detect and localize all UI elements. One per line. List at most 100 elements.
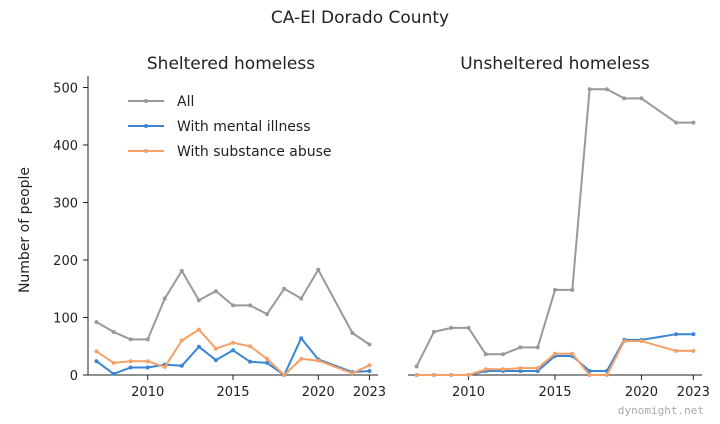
data-point <box>570 287 575 292</box>
y-tick-label: 200 <box>53 254 78 269</box>
data-point <box>248 303 253 308</box>
data-point <box>639 339 644 344</box>
data-point <box>535 366 540 371</box>
legend-label: With mental illness <box>177 119 311 135</box>
data-point <box>639 96 644 101</box>
data-point <box>691 332 696 337</box>
data-point <box>179 268 184 273</box>
data-point <box>587 369 592 373</box>
panel-title: Sheltered homeless <box>147 54 315 74</box>
data-point <box>111 371 116 376</box>
data-point <box>367 342 372 347</box>
data-point <box>213 358 218 363</box>
data-point <box>674 120 679 125</box>
data-point <box>449 373 454 377</box>
y-tick-label: 500 <box>53 82 78 97</box>
data-point <box>282 286 287 291</box>
data-point <box>231 340 235 345</box>
data-point <box>231 303 235 308</box>
data-point <box>553 287 557 292</box>
legend-marker <box>144 149 148 153</box>
data-point <box>691 120 696 125</box>
y-tick-label: 100 <box>53 312 78 327</box>
data-point <box>622 96 627 101</box>
data-point <box>145 365 150 370</box>
data-point <box>350 371 355 376</box>
data-point <box>553 351 557 356</box>
data-point <box>367 363 372 368</box>
data-point <box>674 348 679 353</box>
series-line-all <box>415 88 694 367</box>
series-line-with-mental-illness <box>95 337 370 376</box>
y-tick-label: 300 <box>53 197 78 212</box>
data-point <box>196 298 201 303</box>
figure-title: CA-El Dorado County <box>271 8 449 28</box>
x-tick-label: 2020 <box>302 385 335 400</box>
data-point <box>162 364 167 369</box>
series-all <box>414 87 696 369</box>
data-point <box>501 352 506 357</box>
data-point <box>466 373 471 377</box>
data-point <box>128 365 133 370</box>
data-point <box>213 289 218 294</box>
series-with-substance-abuse <box>414 339 696 377</box>
data-point <box>414 373 419 377</box>
data-point <box>449 325 454 330</box>
data-point <box>299 356 304 361</box>
data-point <box>431 329 436 334</box>
legend-label: All <box>177 94 194 110</box>
data-point <box>299 296 304 301</box>
x-tick-label: 2015 <box>538 385 571 400</box>
data-point <box>94 359 99 364</box>
data-point <box>622 339 627 344</box>
data-point <box>535 369 540 373</box>
x-tick-label: 2010 <box>452 385 485 400</box>
data-point <box>587 373 592 377</box>
data-point <box>111 360 116 365</box>
data-point <box>604 373 609 377</box>
data-point <box>145 359 150 364</box>
legend-item: With substance abuse <box>128 144 332 160</box>
data-point <box>483 367 488 372</box>
data-point <box>248 359 253 364</box>
panel-title: Unsheltered homeless <box>460 54 650 74</box>
y-tick-label: 400 <box>53 139 78 154</box>
data-point <box>604 87 609 92</box>
x-tick-label: 2023 <box>677 385 710 400</box>
data-point <box>367 369 372 373</box>
series-line-with-substance-abuse <box>95 328 370 376</box>
data-point <box>128 337 133 342</box>
data-point <box>128 359 133 364</box>
y-axis-label: Number of people <box>17 167 33 293</box>
data-point <box>483 352 488 357</box>
data-point <box>162 296 167 301</box>
legend-item: All <box>128 94 194 110</box>
data-point <box>570 351 575 356</box>
data-point <box>248 344 253 349</box>
data-point <box>179 363 184 368</box>
data-point <box>350 331 355 335</box>
data-point <box>231 348 235 353</box>
data-point <box>535 345 540 350</box>
data-point <box>94 349 99 354</box>
data-point <box>282 373 287 377</box>
x-tick-label: 2010 <box>131 385 164 400</box>
data-point <box>414 364 419 369</box>
data-point <box>691 348 696 353</box>
data-point <box>501 367 506 372</box>
data-point <box>196 327 201 332</box>
data-point <box>265 312 270 317</box>
data-point <box>518 366 523 371</box>
y-tick-label: 0 <box>70 369 78 384</box>
data-point <box>316 267 321 272</box>
legend-label: With substance abuse <box>177 144 332 160</box>
data-point <box>518 345 523 350</box>
x-tick-label: 2015 <box>216 385 249 400</box>
series-with-substance-abuse <box>94 327 372 377</box>
data-point <box>213 346 218 351</box>
data-point <box>111 329 116 334</box>
x-tick-label: 2023 <box>353 385 386 400</box>
data-point <box>265 356 270 361</box>
